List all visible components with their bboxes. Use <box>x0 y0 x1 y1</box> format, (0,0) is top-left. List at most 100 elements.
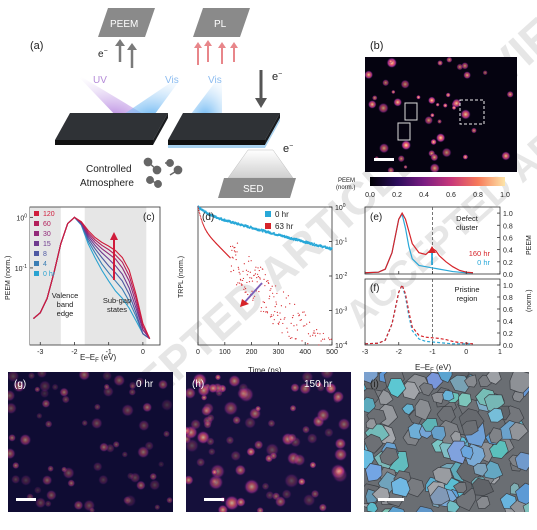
trpl-point <box>309 335 311 337</box>
trpl-point <box>265 306 267 308</box>
vis-label-right: Vis <box>208 75 222 86</box>
trpl-point <box>310 243 312 246</box>
peem-spot <box>113 374 126 387</box>
peem-spot <box>246 447 256 457</box>
peem-spot <box>378 143 390 154</box>
panel-a-schematic: (a) PEEM PL <box>30 8 296 198</box>
peem-spot <box>274 495 287 508</box>
trpl-point <box>244 288 247 290</box>
y-tick-label: 0.2 <box>503 260 513 267</box>
trpl-point <box>263 278 265 280</box>
peem-spot <box>186 475 194 486</box>
peem-spot <box>281 489 292 500</box>
electron-arrow-sed-top <box>255 70 267 108</box>
peem-spot <box>225 435 235 445</box>
peem-spot <box>144 441 154 451</box>
trpl-point <box>257 267 259 269</box>
panel-g-image: (g) 0 hr <box>8 372 173 512</box>
trpl-point <box>279 312 281 314</box>
peem-spot <box>319 372 335 380</box>
trpl-point <box>239 273 241 275</box>
electron-label-sed: e− <box>283 143 293 155</box>
grain <box>432 467 453 485</box>
peem-spot <box>123 494 137 508</box>
panel-label-b: (b) <box>370 40 383 52</box>
trpl-point <box>330 247 333 249</box>
x-tick-label: -2 <box>71 349 77 356</box>
trpl-point <box>259 277 261 279</box>
peem-spot <box>78 372 91 381</box>
panel-h-image: (h) 150 hr <box>186 372 351 512</box>
peem-spot <box>393 97 403 107</box>
y-tick-label: 0.0 <box>503 272 513 279</box>
grain <box>464 374 478 388</box>
trpl-point <box>240 283 242 285</box>
x-tick-label: 400 <box>299 349 311 356</box>
grain <box>485 372 502 385</box>
trpl-point <box>198 211 200 213</box>
peem-spot <box>371 95 378 101</box>
legend-label: 63 hr <box>275 222 294 231</box>
legend-label: 60 <box>43 221 51 228</box>
peem-spot <box>445 92 451 98</box>
peem-spot <box>332 390 345 403</box>
trpl-point <box>247 293 249 296</box>
peem-spot <box>154 504 161 511</box>
peem-spot <box>41 399 51 409</box>
legend-e-160: 160 hr <box>469 249 491 258</box>
trpl-point <box>275 301 277 303</box>
trpl-point <box>270 314 272 316</box>
peem-spot <box>160 398 173 412</box>
peem-spot <box>92 461 103 472</box>
y-tick-label: 100 <box>335 203 346 212</box>
trpl-point <box>199 216 202 218</box>
trpl-point <box>320 340 322 342</box>
peem-spot <box>446 57 453 63</box>
trpl-point <box>257 275 260 278</box>
trpl-point <box>316 329 318 331</box>
trpl-point <box>229 257 231 259</box>
x-tick-label: 0 <box>196 349 200 356</box>
x-tick-label: 300 <box>273 349 285 356</box>
trpl-point <box>277 314 279 316</box>
peem-spot <box>228 374 241 388</box>
peem-spot <box>333 447 348 462</box>
y-tick-label: 10-1 <box>335 238 347 247</box>
trpl-point <box>268 298 270 300</box>
peem-spot <box>501 151 511 161</box>
peem-spot <box>299 382 312 395</box>
trpl-point <box>252 299 254 301</box>
trpl-point <box>263 310 265 313</box>
trpl-point <box>261 230 264 233</box>
peem-spot <box>232 415 242 425</box>
atmosphere-line2: Atmosphere <box>80 178 134 189</box>
trpl-point <box>245 269 248 271</box>
trpl-point <box>314 332 316 334</box>
trpl-point <box>320 245 323 247</box>
trpl-point <box>328 337 330 339</box>
trpl-point <box>251 280 254 282</box>
pl-label: PL <box>214 19 227 30</box>
grain <box>364 372 379 384</box>
x-tick-label: -2 <box>396 349 402 356</box>
peem-spot <box>460 109 471 120</box>
trpl-point <box>200 218 203 221</box>
trpl-point <box>286 327 288 329</box>
peem-spot <box>206 437 215 446</box>
trpl-point <box>272 292 274 294</box>
peem-spot <box>103 383 110 391</box>
arrow-d <box>240 282 263 307</box>
e-ylabel: PEEM <box>526 235 533 255</box>
scale-bar-h <box>204 498 224 501</box>
legend-swatch <box>34 211 39 216</box>
trpl-point <box>244 286 246 288</box>
trpl-point <box>269 316 272 318</box>
peem-spot <box>318 503 328 512</box>
trpl-point <box>251 277 253 279</box>
peem-spot <box>27 372 36 380</box>
y-tick-label: 0.2 <box>503 331 513 338</box>
trpl-point <box>272 314 275 316</box>
scale-bar-i <box>378 498 404 501</box>
trpl-point <box>256 281 258 283</box>
peem-spot <box>235 497 246 508</box>
